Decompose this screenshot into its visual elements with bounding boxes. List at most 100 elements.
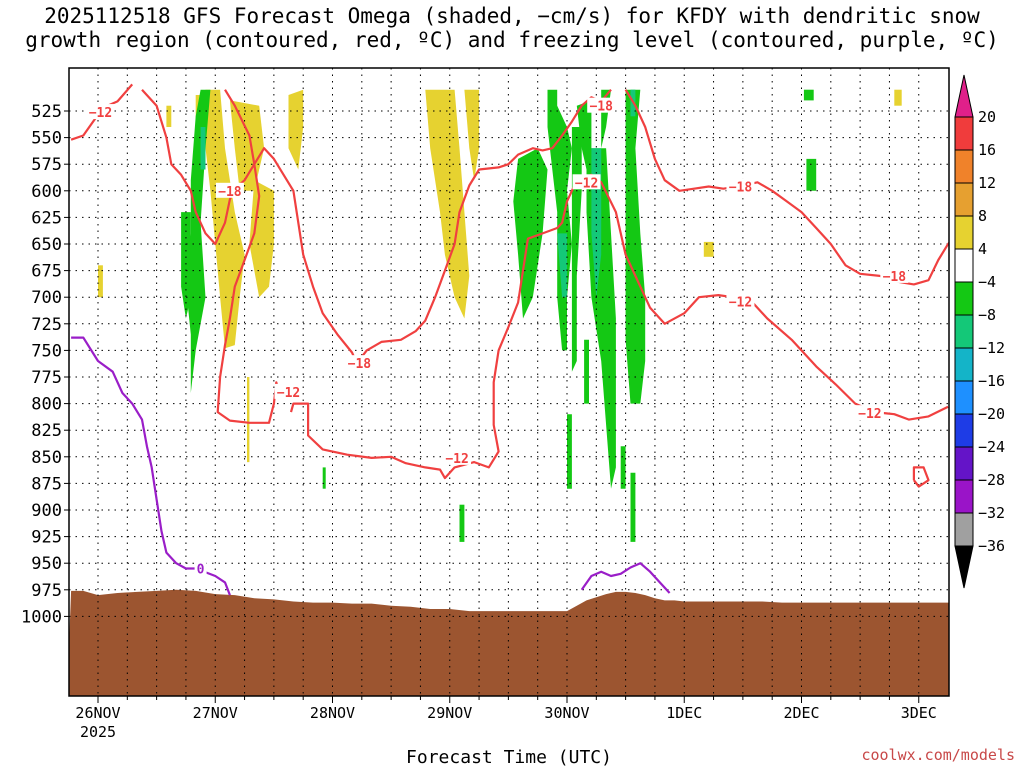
colorbar-tick-label: −20 xyxy=(978,405,1005,423)
x-tick-label: 27NOV xyxy=(193,704,238,722)
omega-shade xyxy=(322,467,326,489)
x-axis-label: Forecast Time (UTC) xyxy=(406,747,612,768)
colorbar-tick-label: 16 xyxy=(978,141,996,159)
colorbar-tick-label: −32 xyxy=(978,504,1005,522)
colorbar-tick-label: 20 xyxy=(978,108,996,126)
chart-title: 2025112518 GFS Forecast Omega (shaded, −… xyxy=(0,4,1024,52)
colorbar-bin xyxy=(954,413,974,448)
colorbar-tick-label: −16 xyxy=(978,372,1005,390)
contour-label-bg xyxy=(215,182,244,198)
omega-shading xyxy=(98,89,902,542)
colorbar-tick-label: 12 xyxy=(978,174,996,192)
terrain-fill xyxy=(69,589,949,696)
freezing-level-0-contour xyxy=(71,336,231,596)
contour-label-bg xyxy=(345,355,374,371)
y-tick-label: 650 xyxy=(31,235,62,255)
x-tick-label: 26NOV xyxy=(75,704,120,722)
colorbar-tick-label: 4 xyxy=(978,240,987,258)
y-tick-label: 850 xyxy=(31,448,62,468)
title-line-2: growth region (contoured, red, ºC) and f… xyxy=(25,28,999,52)
omega-shade xyxy=(703,241,714,257)
contour-label: −12 xyxy=(445,452,468,467)
dgz-minus18-contour xyxy=(624,89,949,286)
omega-shade xyxy=(620,446,626,489)
omega-shade xyxy=(288,89,304,170)
x-tick-label: 2DEC xyxy=(783,704,819,722)
contour-label: −12 xyxy=(729,295,752,310)
plot-frame xyxy=(68,67,950,697)
omega-shade xyxy=(459,504,465,542)
omega-shade xyxy=(181,212,191,319)
contour-label-bg xyxy=(587,97,616,113)
contour-label-bg xyxy=(443,449,472,465)
title-line-1: 2025112518 GFS Forecast Omega (shaded, −… xyxy=(44,4,980,28)
y-tick-label: 775 xyxy=(31,368,62,388)
omega-shade xyxy=(166,105,172,127)
omega-shade xyxy=(625,89,646,404)
omega-shade xyxy=(200,127,206,170)
colorbar-arrow-top xyxy=(954,74,974,118)
x-tick-label: 29NOV xyxy=(427,704,472,722)
y-tick-label: 900 xyxy=(31,501,62,521)
colorbar: 20 16 12 8 4 −4 −8 −12 −16 −20 −24 −28 −32 −36 xyxy=(954,74,1005,589)
y-tick-label: 700 xyxy=(31,288,62,308)
contour-label: −18 xyxy=(589,100,613,115)
contour-label-bg xyxy=(726,178,755,194)
omega-shade xyxy=(806,158,817,191)
contour-label-bg xyxy=(86,104,115,120)
y-tick-label: 625 xyxy=(31,208,62,228)
colorbar-tick-label: −36 xyxy=(978,537,1005,555)
credit-text: coolwx.com/models xyxy=(861,746,1015,764)
contour-label-bg xyxy=(855,405,884,421)
contour-label-bg xyxy=(194,560,207,576)
omega-shade xyxy=(464,89,480,181)
y-tick-label: 550 xyxy=(31,129,62,149)
colorbar-bin xyxy=(954,182,974,217)
contour-label: −12 xyxy=(277,386,300,401)
omega-shade xyxy=(894,89,902,106)
colorbar-bin xyxy=(954,314,974,349)
y-tick-label: 675 xyxy=(31,262,62,282)
freezing-level-0-contour xyxy=(580,562,671,594)
y-tick-label: 950 xyxy=(31,554,62,574)
x-tick-label: 3DEC xyxy=(901,704,937,722)
contour-label: −18 xyxy=(348,357,372,372)
y-tick-label: 600 xyxy=(31,182,62,202)
contour-label-bg xyxy=(880,267,909,283)
colorbar-bin xyxy=(954,512,974,547)
terrain-layer xyxy=(69,589,949,696)
y-tick-label: 875 xyxy=(31,474,62,494)
dgz-minus12-contour xyxy=(289,173,949,480)
colorbar-bin xyxy=(954,347,974,382)
y-tick-label: 825 xyxy=(31,421,62,441)
omega-shade xyxy=(584,339,589,404)
colorbar-tick-label: −24 xyxy=(978,438,1005,456)
axis-ticks: 525 550 575 600 625 650 675 700 725 750 775 800 825 8… xyxy=(21,102,937,741)
contour-label-bg xyxy=(274,383,303,399)
omega-shade xyxy=(425,89,470,319)
colorbar-tick-label: −8 xyxy=(978,306,996,324)
contour-label: 0 xyxy=(197,563,205,578)
y-tick-label: 800 xyxy=(31,395,62,415)
contour-label: −12 xyxy=(858,407,881,422)
colorbar-bin xyxy=(954,215,974,250)
colorbar-bin xyxy=(954,380,974,415)
omega-shade xyxy=(567,414,572,489)
colorbar-bin xyxy=(954,446,974,481)
y-tick-label: 1000 xyxy=(21,607,62,627)
x-tick-label: 30NOV xyxy=(544,704,589,722)
omega-shade xyxy=(803,89,814,101)
y-tick-label: 725 xyxy=(31,315,62,335)
contour-label: −18 xyxy=(218,185,242,200)
contour-labels: −12 −18 −12 −18 −12 −18 −12 −18 −12 −18 −12 0 xyxy=(86,97,909,578)
colorbar-bin xyxy=(954,479,974,514)
x-tick-label: 28NOV xyxy=(310,704,355,722)
colorbar-bin xyxy=(954,248,974,283)
gridlines xyxy=(69,68,949,696)
x-tick-label: 1DEC xyxy=(666,704,702,722)
omega-shade xyxy=(576,100,592,170)
colorbar-bin xyxy=(954,149,974,184)
y-tick-label: 925 xyxy=(31,528,62,548)
dgz-loop-contour xyxy=(912,466,930,488)
